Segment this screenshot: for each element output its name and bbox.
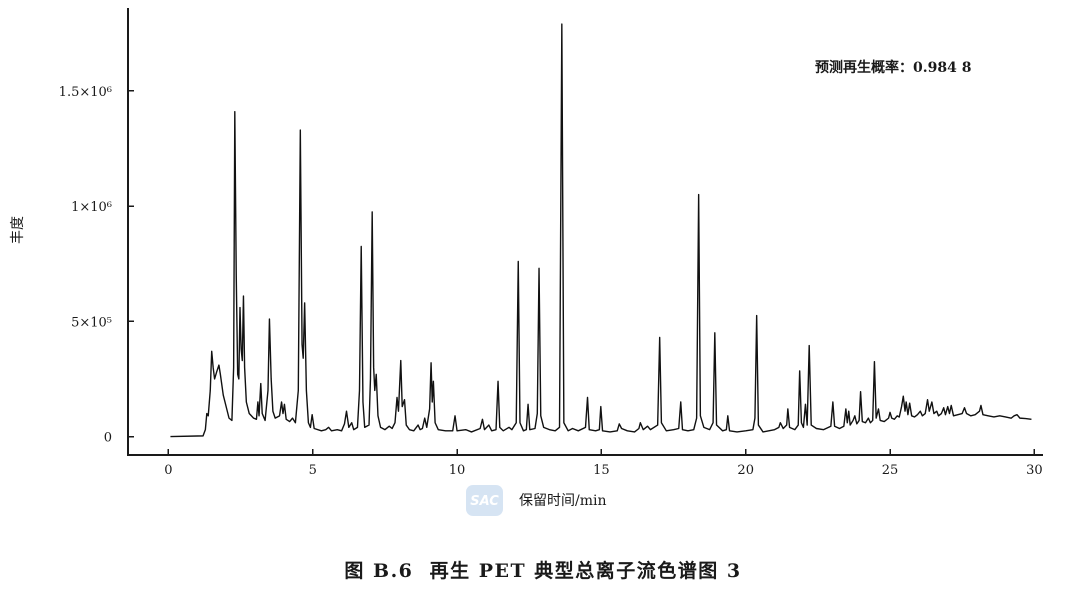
prediction-annotation: 预测再生概率：0.984 8: [815, 59, 971, 76]
x-tick-label: 10: [449, 463, 466, 478]
chromatogram-trace: [170, 23, 1032, 438]
axis-ticks: 0 5 10 15 20 25 30 0 5×10⁵ 1×10⁶ 1.5×10⁶: [59, 85, 1043, 478]
logo-text: SAC: [470, 494, 499, 509]
x-tick-label: 15: [593, 463, 610, 478]
sac-watermark-logo: SAC: [466, 485, 503, 516]
x-tick-label: 20: [737, 463, 754, 478]
y-tick-label: 5×10⁵: [71, 315, 112, 330]
figure-caption: 图 B.6 再生 PET 典型总离子流色谱图 3: [344, 559, 741, 582]
x-tick-label: 0: [164, 463, 172, 478]
logo-badge: [466, 485, 503, 516]
y-axis-title: 丰度: [10, 216, 26, 244]
y-tick-label: 1.5×10⁶: [59, 85, 112, 100]
y-tick-label: 1×10⁶: [71, 200, 112, 215]
x-axis-title: 保留时间/min: [519, 493, 607, 509]
y-tick-label: 0: [104, 431, 112, 446]
x-tick-label: 30: [1026, 463, 1043, 478]
x-tick-label: 5: [309, 463, 317, 478]
x-tick-label: 25: [882, 463, 899, 478]
